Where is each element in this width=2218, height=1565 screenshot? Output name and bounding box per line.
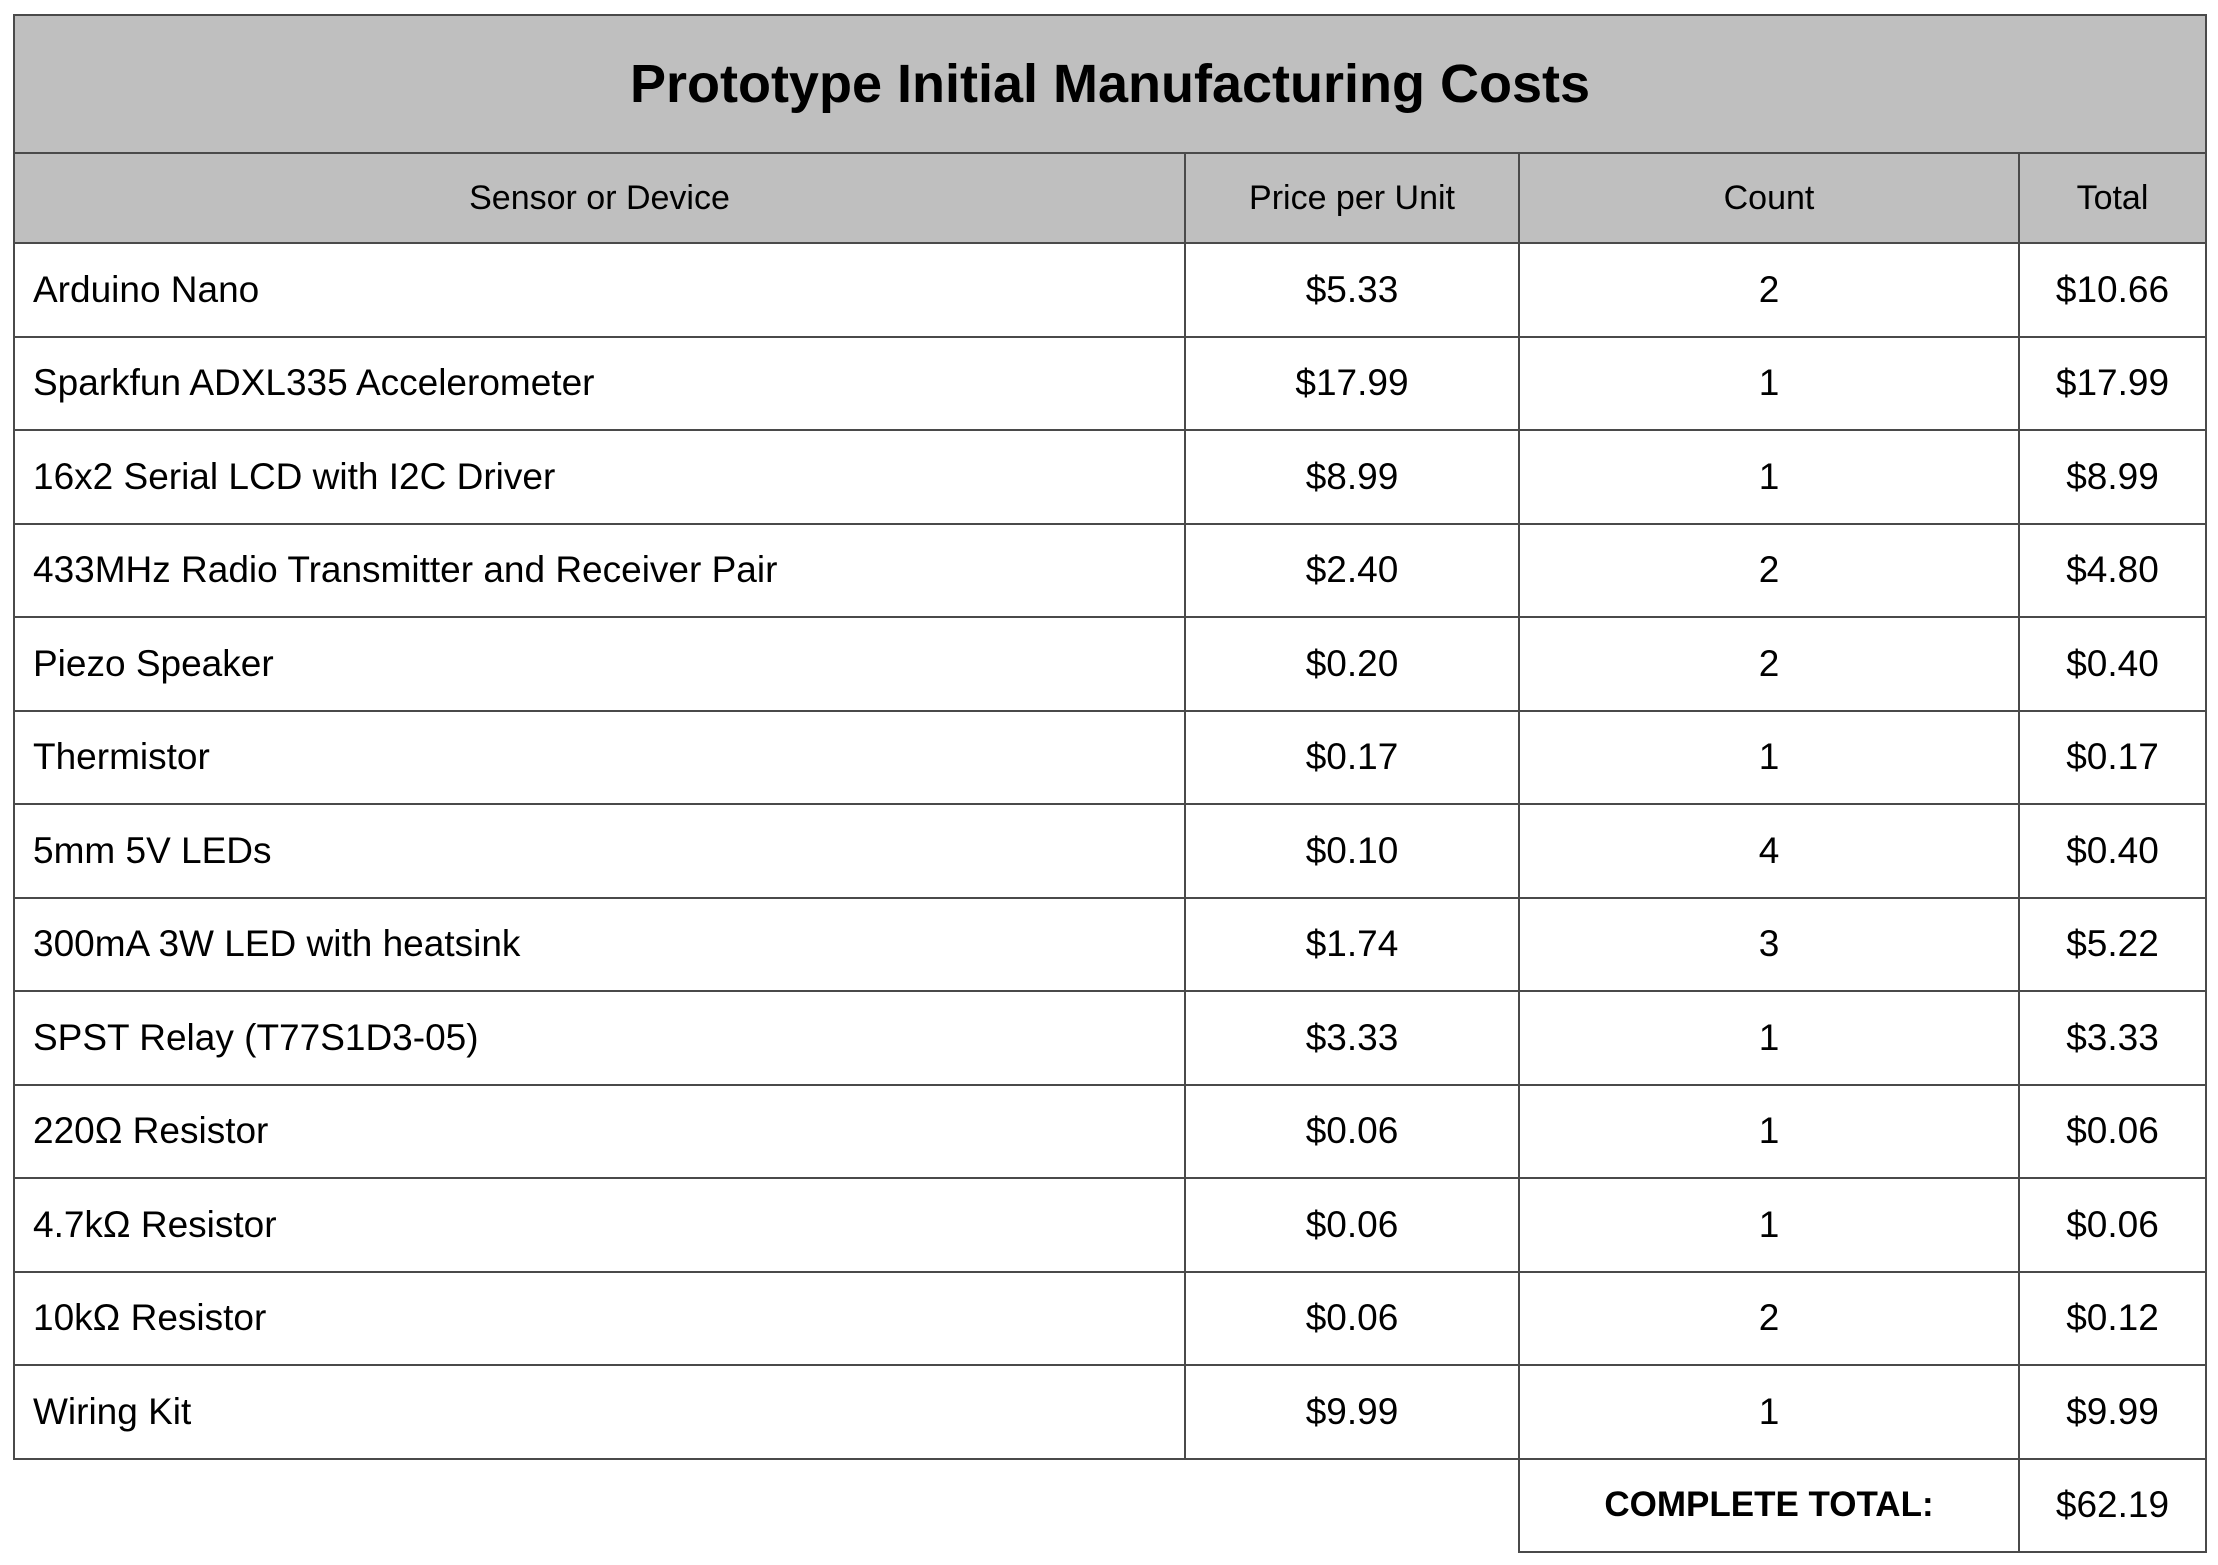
table-row: Sparkfun ADXL335 Accelerometer $17.99 1 $17…	[13, 335, 2207, 431]
count-cell: 1	[1518, 709, 2020, 805]
complete-total-label: COMPLETE TOTAL:	[1518, 1457, 2020, 1553]
line-total-cell: $10.66	[2018, 242, 2207, 338]
line-total-cell: $0.12	[2018, 1270, 2207, 1366]
column-header-total: Total	[2018, 152, 2207, 244]
price-per-unit-cell: $17.99	[1184, 335, 1520, 431]
device-name-cell: Sparkfun ADXL335 Accelerometer	[13, 335, 1186, 431]
table-row: 5mm 5V LEDs $0.10 4 $0.40	[13, 803, 2207, 899]
device-name-cell: 220Ω Resistor	[13, 1083, 1186, 1179]
title-row: Prototype Initial Manufacturing Costs	[13, 14, 2207, 154]
complete-total-row: COMPLETE TOTAL: $62.19	[14, 1457, 2207, 1553]
device-name-cell: SPST Relay (T77S1D3-05)	[13, 990, 1186, 1086]
count-cell: 1	[1518, 1177, 2020, 1273]
price-per-unit-cell: $2.40	[1184, 522, 1520, 618]
price-per-unit-cell: $9.99	[1184, 1364, 1520, 1460]
count-cell: 3	[1518, 896, 2020, 992]
table-row: Arduino Nano $5.33 2 $10.66	[13, 242, 2207, 338]
line-total-cell: $4.80	[2018, 522, 2207, 618]
line-total-cell: $0.40	[2018, 803, 2207, 899]
line-total-cell: $0.06	[2018, 1177, 2207, 1273]
line-total-cell: $9.99	[2018, 1364, 2207, 1460]
count-cell: 2	[1518, 616, 2020, 712]
device-name-cell: Wiring Kit	[13, 1364, 1186, 1460]
price-per-unit-cell: $3.33	[1184, 990, 1520, 1086]
column-header-row: Sensor or Device Price per Unit Count To…	[13, 152, 2207, 244]
table-row: 10kΩ Resistor $0.06 2 $0.12	[13, 1270, 2207, 1366]
line-total-cell: $17.99	[2018, 335, 2207, 431]
table-row: SPST Relay (T77S1D3-05) $3.33 1 $3.33	[13, 990, 2207, 1086]
price-per-unit-cell: $0.06	[1184, 1083, 1520, 1179]
table-row: 4.7kΩ Resistor $0.06 1 $0.06	[13, 1177, 2207, 1273]
count-cell: 1	[1518, 1364, 2020, 1460]
device-name-cell: 5mm 5V LEDs	[13, 803, 1186, 899]
device-name-cell: 4.7kΩ Resistor	[13, 1177, 1186, 1273]
price-per-unit-cell: $0.06	[1184, 1270, 1520, 1366]
count-cell: 2	[1518, 242, 2020, 338]
table-row: 433MHz Radio Transmitter and Receiver Pa…	[13, 522, 2207, 618]
line-total-cell: $0.40	[2018, 616, 2207, 712]
line-total-cell: $0.06	[2018, 1083, 2207, 1179]
device-name-cell: Arduino Nano	[13, 242, 1186, 338]
count-cell: 2	[1518, 522, 2020, 618]
count-cell: 1	[1518, 990, 2020, 1086]
table-row: 16x2 Serial LCD with I2C Driver $8.99 1 $8.…	[13, 429, 2207, 525]
device-name-cell: Piezo Speaker	[13, 616, 1186, 712]
table-row: Piezo Speaker $0.20 2 $0.40	[13, 616, 2207, 712]
price-per-unit-cell: $8.99	[1184, 429, 1520, 525]
price-per-unit-cell: $0.20	[1184, 616, 1520, 712]
price-per-unit-cell: $1.74	[1184, 896, 1520, 992]
price-per-unit-cell: $0.17	[1184, 709, 1520, 805]
count-cell: 1	[1518, 1083, 2020, 1179]
total-row-spacer	[14, 1457, 1520, 1552]
count-cell: 4	[1518, 803, 2020, 899]
table-title: Prototype Initial Manufacturing Costs	[13, 14, 2207, 154]
table-row: 220Ω Resistor $0.06 1 $0.06	[13, 1083, 2207, 1179]
table-body: Arduino Nano $5.33 2 $10.66 Sparkfun ADXL335…	[13, 242, 2207, 1460]
device-name-cell: Thermistor	[13, 709, 1186, 805]
table-row: 300mA 3W LED with heatsink $1.74 3 $5.22	[13, 896, 2207, 992]
column-header-count: Count	[1518, 152, 2020, 244]
price-per-unit-cell: $0.10	[1184, 803, 1520, 899]
count-cell: 1	[1518, 429, 2020, 525]
device-name-cell: 433MHz Radio Transmitter and Receiver Pa…	[13, 522, 1186, 618]
device-name-cell: 10kΩ Resistor	[13, 1270, 1186, 1366]
line-total-cell: $5.22	[2018, 896, 2207, 992]
line-total-cell: $8.99	[2018, 429, 2207, 525]
complete-total-value: $62.19	[2018, 1457, 2207, 1553]
line-total-cell: $0.17	[2018, 709, 2207, 805]
device-name-cell: 16x2 Serial LCD with I2C Driver	[13, 429, 1186, 525]
count-cell: 1	[1518, 335, 2020, 431]
table-row: Wiring Kit $9.99 1 $9.99	[13, 1364, 2207, 1460]
table-row: Thermistor $0.17 1 $0.17	[13, 709, 2207, 805]
line-total-cell: $3.33	[2018, 990, 2207, 1086]
column-header-price: Price per Unit	[1184, 152, 1520, 244]
price-per-unit-cell: $5.33	[1184, 242, 1520, 338]
column-header-device: Sensor or Device	[13, 152, 1186, 244]
device-name-cell: 300mA 3W LED with heatsink	[13, 896, 1186, 992]
price-per-unit-cell: $0.06	[1184, 1177, 1520, 1273]
cost-table: Prototype Initial Manufacturing Costs Se…	[13, 14, 2207, 1553]
count-cell: 2	[1518, 1270, 2020, 1366]
